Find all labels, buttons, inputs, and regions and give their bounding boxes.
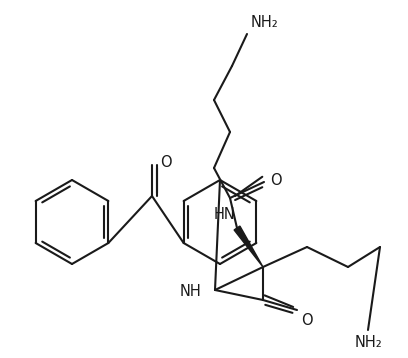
Polygon shape [234,226,263,267]
Text: NH₂: NH₂ [251,15,279,30]
Text: NH₂: NH₂ [354,335,382,350]
Text: HN: HN [213,207,235,222]
Text: O: O [160,155,172,169]
Text: O: O [270,173,282,188]
Text: O: O [301,313,313,328]
Text: NH: NH [179,285,201,300]
